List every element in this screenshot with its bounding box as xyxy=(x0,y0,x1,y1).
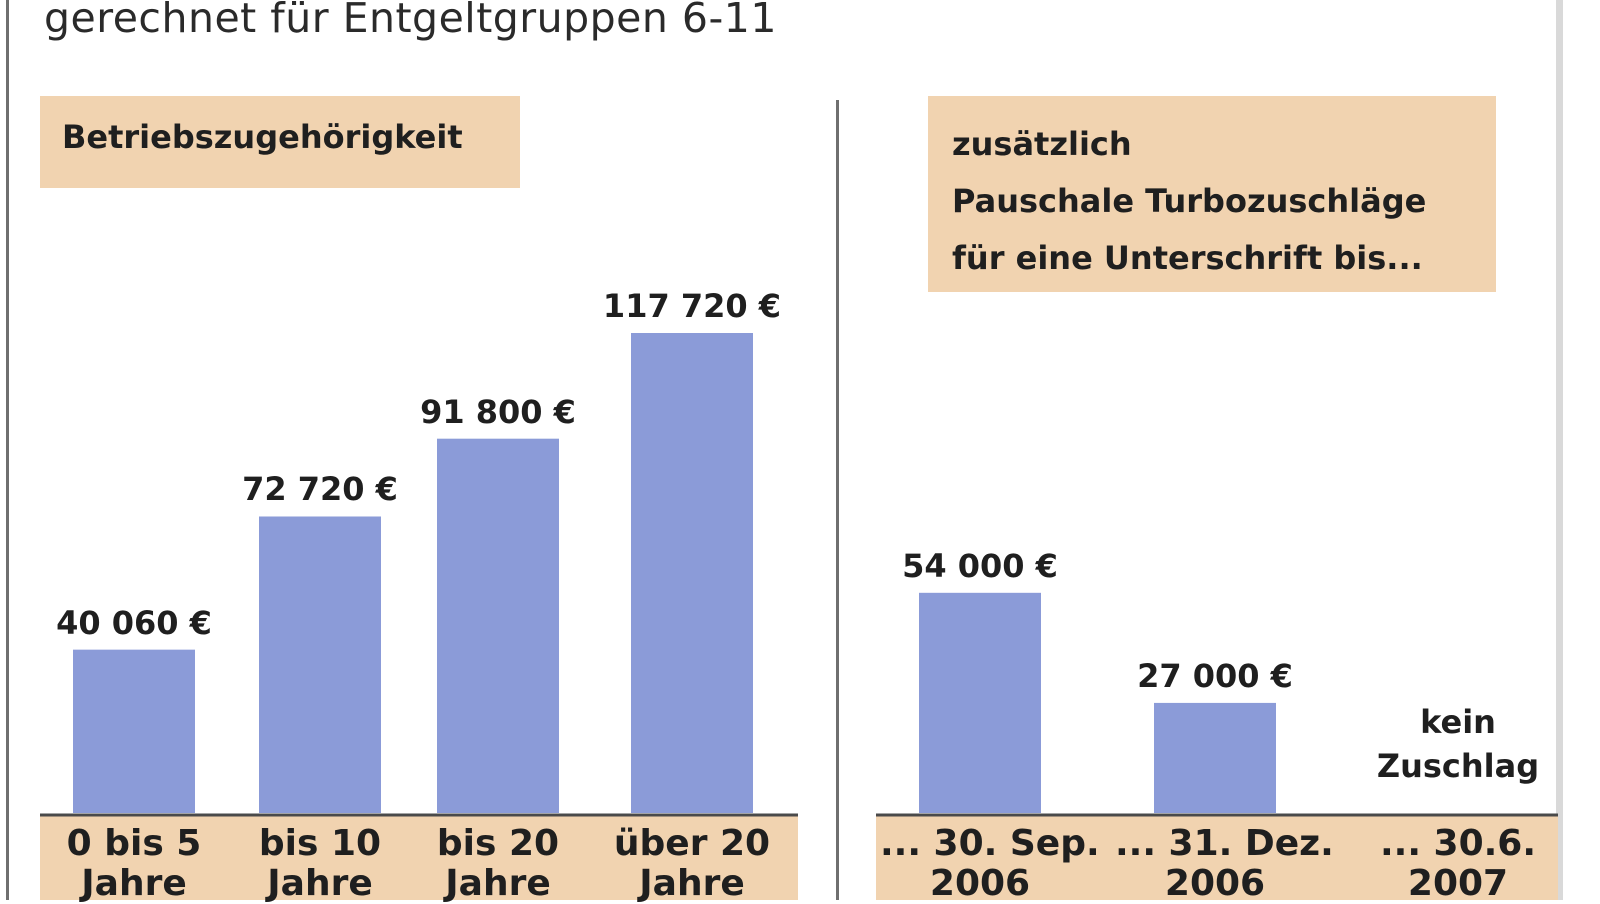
right-panel-title-line-3: für eine Unterschrift bis... xyxy=(952,239,1423,277)
right-panel-title-line-2: Pauschale Turbozuschläge xyxy=(952,182,1427,220)
left-value-label-4: 117 720 € xyxy=(602,287,782,325)
left-bar-1 xyxy=(73,649,195,813)
right-note-label: kein Zuschlag xyxy=(1338,700,1578,788)
frame-right-border xyxy=(1556,0,1563,900)
left-value-label-2: 72 720 € xyxy=(242,470,398,509)
left-category-label-1-line-2: Jahre xyxy=(81,863,187,904)
right-bar-1 xyxy=(919,592,1041,813)
left-category-label-1: 0 bis 5 Jahre xyxy=(34,824,234,904)
left-category-label-3: bis 20 Jahre xyxy=(398,824,598,904)
right-category-label-3-line-2: 2007 xyxy=(1407,863,1509,904)
right-category-label-2: ... 31. Dez. 2006 xyxy=(1115,823,1334,904)
right-category-label-2-line-1: ... 31. Dez. xyxy=(1115,823,1334,864)
left-panel-title: Betriebszugehörigkeit xyxy=(62,118,463,156)
right-panel-title-box: zusätzlich Pauschale Turbozuschläge für … xyxy=(928,96,1496,292)
left-value-label-3: 91 800 € xyxy=(420,392,576,431)
left-bar-4 xyxy=(631,333,753,813)
left-bar-2 xyxy=(259,516,381,813)
right-note-line-1: kein xyxy=(1420,703,1496,741)
right-category-label-1-line-1: ... 30. Sep. xyxy=(880,823,1100,864)
left-category-label-4-line-2: Jahre xyxy=(639,863,745,904)
left-value-label-1: 40 060 € xyxy=(56,603,212,642)
left-category-label-3-line-2: Jahre xyxy=(445,863,551,904)
left-category-label-2-line-2: Jahre xyxy=(267,863,373,904)
left-category-label-4-line-1: über 20 xyxy=(613,823,771,864)
right-category-band xyxy=(876,816,1558,900)
left-category-label-2: bis 10 Jahre xyxy=(220,824,420,904)
right-value-label-1: 54 000 € xyxy=(902,546,1058,585)
right-panel-title-line-1: zusätzlich xyxy=(952,125,1132,163)
right-note-line-2: Zuschlag xyxy=(1376,747,1540,785)
right-value-label-2: 27 000 € xyxy=(1137,656,1293,695)
left-bar-3 xyxy=(437,438,559,813)
chart-subtitle: gerechnet für Entgeltgruppen 6-11 xyxy=(44,0,777,42)
right-category-label-1: ... 30. Sep. 2006 xyxy=(880,823,1100,904)
left-category-label-3-line-1: bis 20 xyxy=(436,823,560,864)
panel-divider xyxy=(836,100,839,900)
frame-left-border xyxy=(6,0,9,900)
left-category-label-2-line-1: bis 10 xyxy=(258,823,382,864)
right-category-label-2-line-2: 2006 xyxy=(1164,863,1266,904)
left-category-label-1-line-1: 0 bis 5 xyxy=(66,823,202,864)
right-category-label-3-line-1: ... 30.6. xyxy=(1379,823,1537,864)
right-category-label-3: ... 30.6. 2007 xyxy=(1358,824,1558,904)
left-category-label-4: über 20 Jahre xyxy=(592,824,792,904)
right-bar-2 xyxy=(1154,702,1276,813)
left-category-band xyxy=(40,816,798,900)
right-category-label-1-line-2: 2006 xyxy=(929,863,1031,904)
left-panel-title-box: Betriebszugehörigkeit xyxy=(40,96,520,188)
